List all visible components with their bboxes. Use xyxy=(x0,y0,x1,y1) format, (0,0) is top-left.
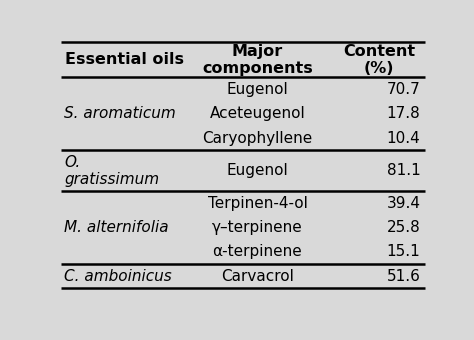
Text: Eugenol: Eugenol xyxy=(227,82,288,97)
Text: Terpinen-4-ol: Terpinen-4-ol xyxy=(208,196,308,211)
Text: C. amboinicus: C. amboinicus xyxy=(64,269,172,284)
Text: 25.8: 25.8 xyxy=(387,220,420,235)
Text: 15.1: 15.1 xyxy=(387,244,420,259)
Text: 70.7: 70.7 xyxy=(387,82,420,97)
Text: Carvacrol: Carvacrol xyxy=(221,269,294,284)
Text: Essential oils: Essential oils xyxy=(65,52,184,67)
Text: S. aromaticum: S. aromaticum xyxy=(64,106,176,121)
Text: Content
(%): Content (%) xyxy=(343,44,415,76)
Text: α-terpinene: α-terpinene xyxy=(213,244,302,259)
Text: 81.1: 81.1 xyxy=(387,163,420,178)
Text: Caryophyllene: Caryophyllene xyxy=(202,131,312,146)
Text: 17.8: 17.8 xyxy=(387,106,420,121)
Text: γ–terpinene: γ–terpinene xyxy=(212,220,303,235)
Text: 51.6: 51.6 xyxy=(386,269,420,284)
Text: O.
gratissimum: O. gratissimum xyxy=(64,155,159,187)
Text: 10.4: 10.4 xyxy=(387,131,420,146)
Text: Eugenol: Eugenol xyxy=(227,163,288,178)
Text: 39.4: 39.4 xyxy=(386,196,420,211)
Text: Major
components: Major components xyxy=(202,44,313,76)
Text: Aceteugenol: Aceteugenol xyxy=(210,106,305,121)
Text: M. alternifolia: M. alternifolia xyxy=(64,220,169,235)
